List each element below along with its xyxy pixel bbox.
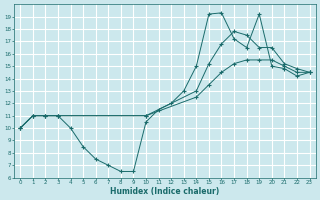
X-axis label: Humidex (Indice chaleur): Humidex (Indice chaleur) [110, 187, 220, 196]
